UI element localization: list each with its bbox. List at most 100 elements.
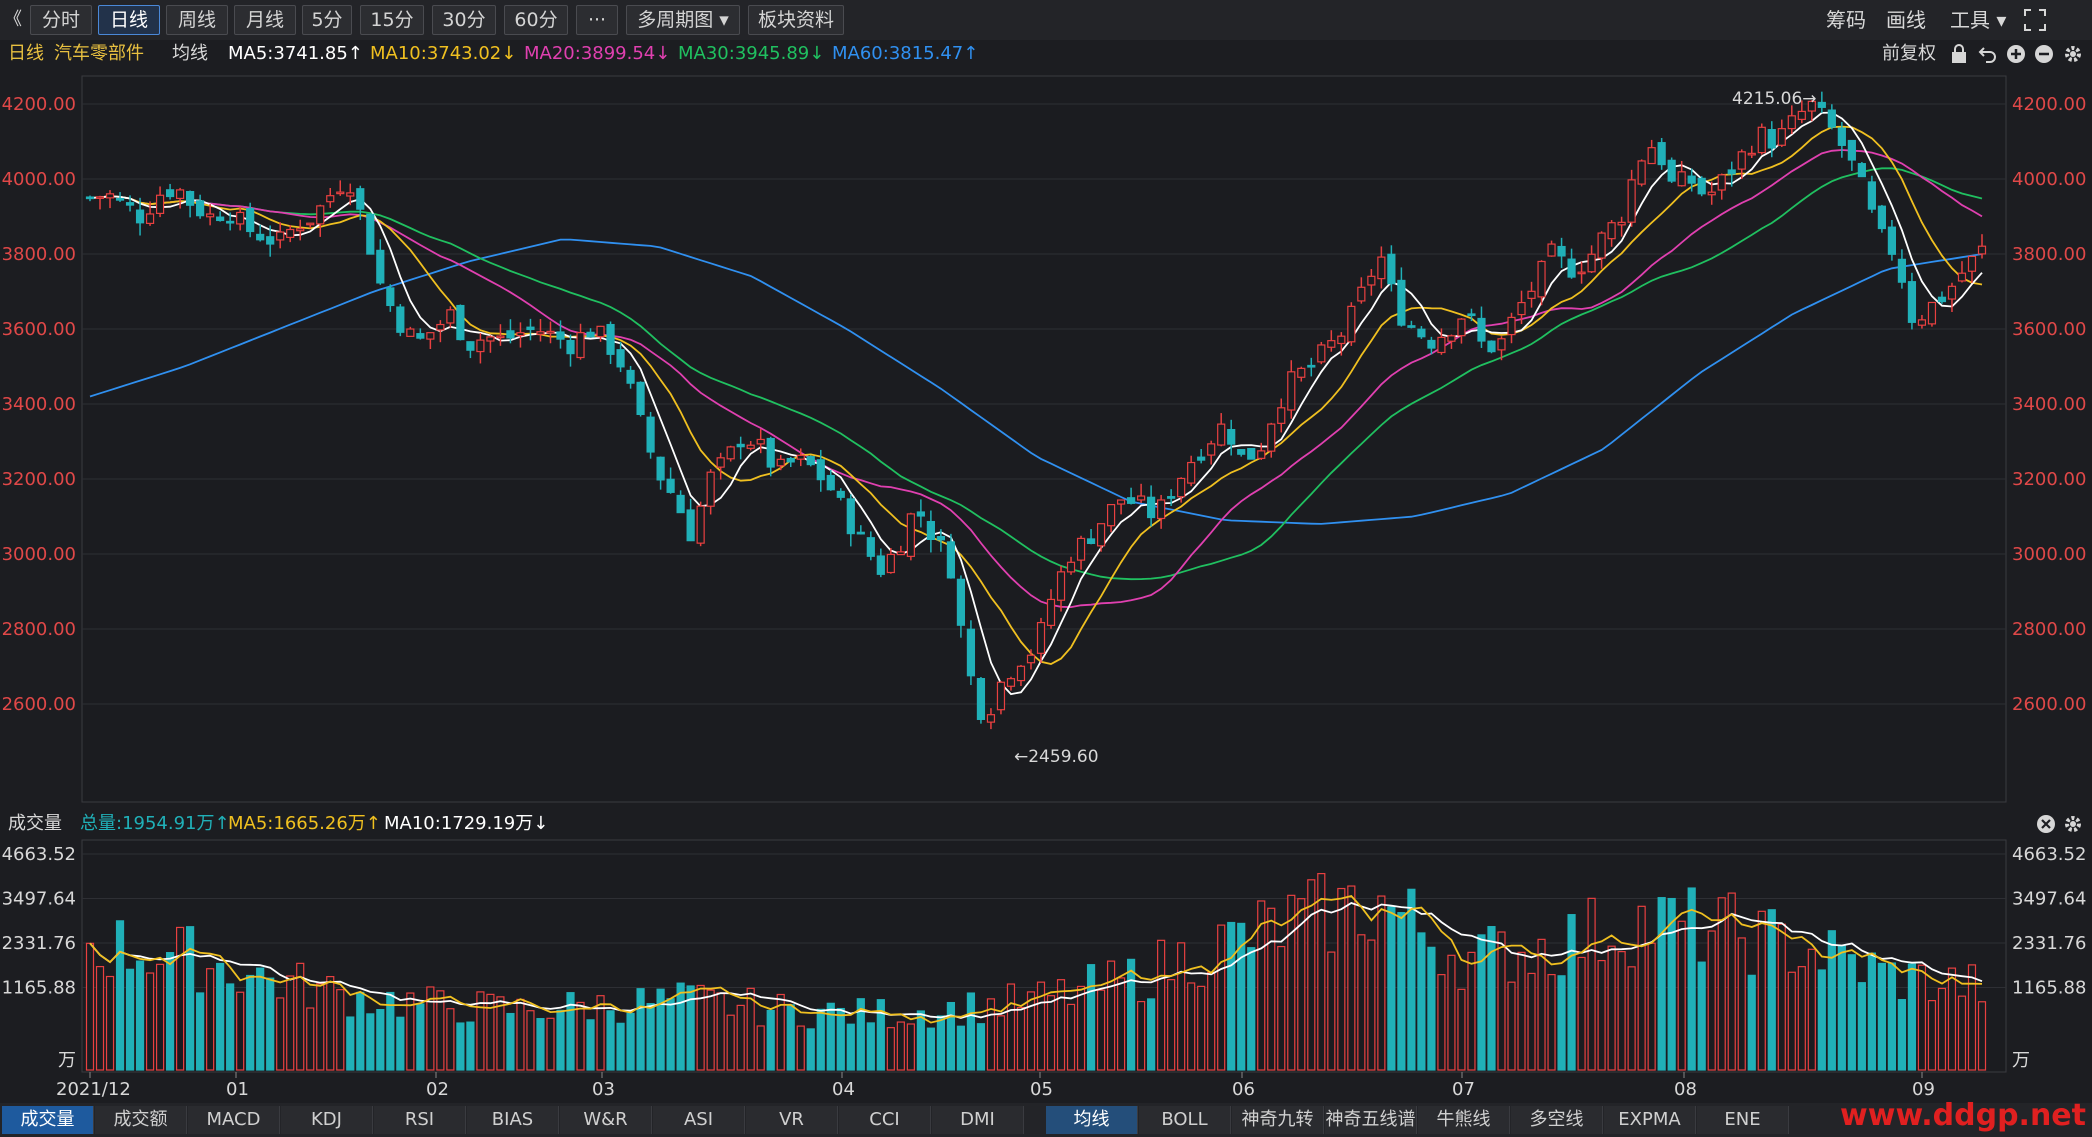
- zoom-out-icon[interactable]: [2034, 40, 2054, 73]
- tab-indicator-0[interactable]: 成交量: [2, 1106, 94, 1134]
- volume-bar: [766, 1009, 775, 1071]
- fullscreen-icon[interactable]: [2022, 5, 2048, 35]
- tab-60min[interactable]: 60分: [504, 5, 568, 35]
- volume-bar: [1717, 897, 1726, 1071]
- undo-icon[interactable]: [1978, 40, 1998, 73]
- candle-body: [846, 498, 855, 535]
- close-panel-icon[interactable]: [2036, 810, 2056, 843]
- candle-body: [776, 458, 785, 467]
- volume-bar: [1647, 942, 1656, 1071]
- x-tick-label: 08: [1674, 1079, 1697, 1100]
- lock-icon[interactable]: [1950, 40, 1968, 73]
- tab-indicator-1[interactable]: 成交额: [95, 1106, 187, 1134]
- candle-body: [476, 339, 485, 353]
- volume-bar: [1367, 939, 1376, 1071]
- volume-bar: [1227, 921, 1236, 1071]
- tab-intraday[interactable]: 分时: [30, 5, 92, 35]
- volume-bar: [506, 1012, 515, 1071]
- candle-body: [1337, 335, 1346, 345]
- volume-bar: [1787, 971, 1796, 1071]
- price-tick-left: 4000.00: [2, 169, 76, 190]
- ma-legend-bar: 日线 汽车零部件 均线 MA5:3741.85↑ MA10:3743.02↓ M…: [0, 40, 2092, 68]
- volume-bar: [1637, 905, 1646, 1071]
- tab-indicator-7[interactable]: ASI: [653, 1106, 745, 1134]
- tab-monthly[interactable]: 月线: [234, 5, 296, 35]
- tab-overlay-6[interactable]: EXPMA: [1604, 1106, 1696, 1134]
- candle-body: [616, 349, 625, 368]
- volume-bar: [276, 997, 285, 1071]
- volume-bar: [1677, 920, 1686, 1071]
- x-tick-label: 2021/12: [56, 1079, 131, 1100]
- adjust-mode[interactable]: 前复权: [1882, 43, 1936, 64]
- candle-body: [926, 520, 935, 541]
- zoom-in-icon[interactable]: [2006, 40, 2026, 73]
- candle-body: [1086, 538, 1096, 545]
- candle-body: [626, 369, 635, 384]
- tab-overlay-7[interactable]: ENE: [1697, 1106, 1789, 1134]
- tab-overlay-0[interactable]: 均线: [1046, 1106, 1138, 1134]
- volume-bar: [246, 974, 255, 1071]
- tab-overlay-5[interactable]: 多空线: [1511, 1106, 1603, 1134]
- candle-body: [1327, 340, 1336, 348]
- tab-indicator-2[interactable]: MACD: [188, 1106, 280, 1134]
- double-chevron-left-icon[interactable]: 《: [4, 9, 22, 30]
- volume-bar: [656, 988, 665, 1071]
- volume-bar: [1667, 897, 1676, 1071]
- candle-body: [1267, 423, 1276, 452]
- tab-15min[interactable]: 15分: [360, 5, 424, 35]
- candle-body: [1116, 499, 1126, 505]
- volume-bar: [1867, 952, 1876, 1071]
- volume-bar: [1397, 912, 1406, 1071]
- candle-body: [246, 208, 255, 233]
- volume-bar: [1557, 975, 1566, 1071]
- tab-overlay-2[interactable]: 神奇九转: [1232, 1106, 1324, 1134]
- candle-body: [1657, 142, 1666, 166]
- volume-bar: [936, 1015, 945, 1071]
- price-chart[interactable]: 4200.00 4000.00 3800.00 3600.00 3400.00 3200.…: [0, 68, 2092, 810]
- tab-daily[interactable]: 日线: [98, 5, 160, 35]
- candle-body: [1787, 115, 1796, 130]
- ma10-value: MA10:3743.02↓: [370, 43, 517, 64]
- candle-body: [165, 189, 175, 198]
- settings-gear-icon[interactable]: [2062, 40, 2084, 74]
- tab-indicator-10[interactable]: DMI: [932, 1106, 1024, 1134]
- tab-5min[interactable]: 5分: [302, 5, 352, 35]
- x-tick-label: 03: [592, 1079, 615, 1100]
- tab-indicator-9[interactable]: CCI: [839, 1106, 931, 1134]
- draw-line-button[interactable]: 画线: [1886, 8, 1926, 32]
- tools-dropdown[interactable]: 工具 ▾: [1950, 8, 2007, 32]
- volume-settings-gear-icon[interactable]: [2062, 810, 2084, 844]
- sector-info-button[interactable]: 板块资料: [748, 5, 844, 35]
- more-periods-button[interactable]: ···: [576, 5, 618, 35]
- volume-bar: [1137, 1000, 1146, 1071]
- tab-indicator-5[interactable]: BIAS: [467, 1106, 559, 1134]
- tab-weekly[interactable]: 周线: [166, 5, 228, 35]
- volume-tick-right: 4663.52: [2012, 844, 2086, 865]
- tab-indicator-3[interactable]: KDJ: [281, 1106, 373, 1134]
- candle-body: [796, 454, 805, 460]
- volume-bar: [1727, 892, 1736, 1071]
- volume-bar: [1267, 907, 1276, 1071]
- candle-body: [1607, 222, 1616, 240]
- tab-30min[interactable]: 30分: [432, 5, 496, 35]
- tab-overlay-1[interactable]: BOLL: [1139, 1106, 1231, 1134]
- volume-bar: [346, 1016, 355, 1071]
- volume-tick-left: 2331.76: [2, 933, 76, 954]
- chips-button[interactable]: 筹码: [1826, 8, 1866, 32]
- candle-body: [436, 323, 445, 331]
- volume-bar: [1617, 951, 1626, 1071]
- tab-indicator-8[interactable]: VR: [746, 1106, 838, 1134]
- candle-body: [386, 287, 395, 307]
- candle-body: [1457, 318, 1466, 337]
- volume-chart[interactable]: 4663.52 4663.52 3497.64 3497.64 2331.76 2331.…: [0, 838, 2092, 1103]
- candle-body: [1907, 281, 1917, 323]
- tab-indicator-4[interactable]: RSI: [374, 1106, 466, 1134]
- indicator-name[interactable]: 均线: [172, 43, 208, 64]
- candle-body: [496, 335, 505, 339]
- multi-period-dropdown[interactable]: 多周期图 ▾: [626, 5, 740, 35]
- volume-bar: [366, 1013, 375, 1071]
- tab-indicator-6[interactable]: W&R: [560, 1106, 652, 1134]
- tab-overlay-3[interactable]: 神奇五线谱: [1325, 1106, 1417, 1134]
- candle-body: [1217, 423, 1226, 446]
- tab-overlay-4[interactable]: 牛熊线: [1418, 1106, 1510, 1134]
